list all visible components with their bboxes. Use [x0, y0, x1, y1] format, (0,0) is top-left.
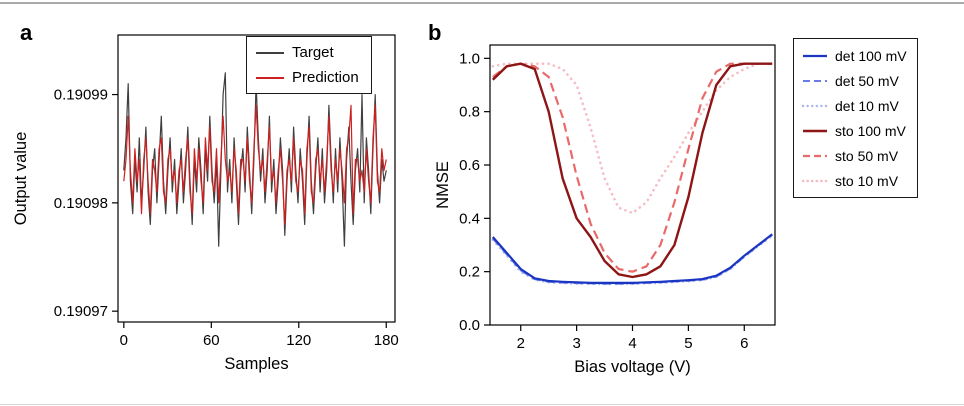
legend-item-det-50-mv: det 50 mV [802, 68, 907, 93]
series-sto-10-mv [491, 62, 774, 215]
y-tick-label: 0.6 [459, 157, 480, 174]
bottom-rule [0, 404, 964, 405]
y-tick-label: 0.0 [459, 317, 480, 334]
series-det-100-mv [491, 233, 773, 284]
legend-label: sto 100 mV [835, 122, 906, 139]
panel-b-label: b [428, 20, 442, 45]
legend-line-sample [256, 76, 284, 79]
x-tick-label: 180 [374, 332, 399, 349]
legend-line-sample [803, 79, 827, 82]
x-tick-label: 2 [517, 335, 525, 352]
chart-a-canvas: 0 60 120 180 0.19097 0.19098 0.19099 Samples Out… [12, 34, 399, 373]
x-tick-label: 5 [684, 335, 692, 352]
x-tick-label: 60 [203, 332, 220, 349]
series-prediction [123, 104, 387, 226]
legend-label: Prediction [292, 69, 359, 86]
chart-a-legend: Target Prediction [246, 36, 372, 94]
legend-label: det 100 mV [835, 47, 907, 64]
legend-label: Target [292, 44, 334, 61]
legend-label: sto 50 mV [835, 147, 899, 164]
y-tick-label: 0.19099 [54, 87, 108, 104]
legend-label: det 10 mV [835, 97, 899, 114]
legend-line-sample [803, 154, 827, 157]
x-tick-label: 4 [628, 335, 636, 352]
top-rule [0, 2, 964, 4]
y-tick-label: 0.2 [459, 264, 480, 281]
x-tick-label: 0 [120, 332, 128, 349]
legend-line-sample [802, 104, 828, 107]
legend-item-det-10-mv: det 10 mV [802, 93, 907, 118]
legend-item-sto-50-mv: sto 50 mV [802, 143, 907, 168]
x-tick-label: 3 [572, 335, 580, 352]
series-sto-100-mv [491, 62, 773, 279]
legend-label: det 50 mV [835, 72, 899, 89]
legend-item-sto-100-mv: sto 100 mV [802, 118, 907, 143]
y-tick-label: 0.8 [459, 104, 480, 121]
chart-b-canvas: 2 3 4 5 6 0.0 0.2 0.4 0.6 0.8 1.0 Bias voltage (V) N… [434, 44, 776, 376]
series-target [123, 72, 387, 247]
y-tick-label: 0.19098 [54, 195, 108, 212]
y-tick-label: 0.4 [459, 210, 480, 227]
chart-b-legend: det 100 mV det 50 mV det 10 mV sto 100 mV st… [793, 38, 918, 198]
x-tick-label: 6 [740, 335, 748, 352]
legend-line-sample [803, 54, 827, 57]
y-tick-label: 1.0 [459, 50, 480, 67]
legend-label: sto 10 mV [835, 172, 899, 189]
panel-a-label: a [20, 20, 33, 45]
y-axis-label: Output value [12, 132, 30, 226]
legend-line-sample [802, 179, 828, 182]
plot-frame [117, 34, 396, 323]
legend-line-sample [803, 129, 827, 132]
y-axis-label: NMSE [434, 161, 452, 209]
legend-item-prediction: Prediction [255, 65, 359, 90]
y-tick-label: 0.19097 [54, 303, 108, 320]
legend-item-target: Target [255, 40, 359, 65]
x-tick-label: 120 [286, 332, 311, 349]
series-sto-50-mv [492, 62, 773, 273]
x-axis-label: Bias voltage (V) [574, 358, 690, 376]
x-axis-label: Samples [224, 355, 288, 373]
legend-item-sto-10-mv: sto 10 mV [802, 168, 907, 193]
legend-item-det-100-mv: det 100 mV [802, 43, 907, 68]
legend-line-sample [256, 51, 284, 54]
